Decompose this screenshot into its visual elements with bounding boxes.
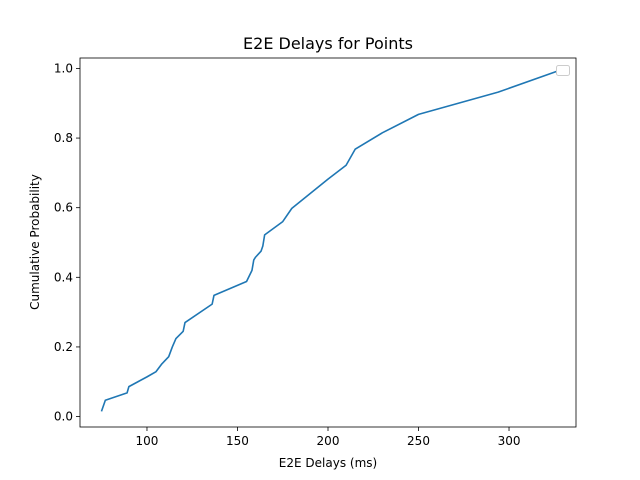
x-tick-label: 300 <box>498 434 521 448</box>
y-tick-label: 0.8 <box>54 131 73 145</box>
y-tick-label: 0.2 <box>54 340 73 354</box>
series-layer <box>100 67 567 412</box>
chart-title: E2E Delays for Points <box>243 34 413 53</box>
cdf-line <box>100 67 567 412</box>
y-tick-label: 1.0 <box>54 61 73 75</box>
y-tick-label: 0.6 <box>54 201 73 215</box>
x-tick-label: 250 <box>407 434 430 448</box>
legend-box <box>556 65 570 76</box>
x-axis-label: E2E Delays (ms) <box>279 456 377 470</box>
x-tick-label: 100 <box>136 434 159 448</box>
y-tick-label: 0.0 <box>54 410 73 424</box>
y-axis-label: Cumulative Probability <box>28 174 42 310</box>
x-tick-label: 150 <box>226 434 249 448</box>
y-tick-label: 0.4 <box>54 270 73 284</box>
y-axis-ticks: 0.0 0.2 0.4 0.6 0.8 1.0 <box>54 61 80 424</box>
x-axis-ticks: 100 150 200 250 300 <box>136 427 521 448</box>
x-tick-label: 200 <box>317 434 340 448</box>
plot-frame <box>79 57 577 428</box>
